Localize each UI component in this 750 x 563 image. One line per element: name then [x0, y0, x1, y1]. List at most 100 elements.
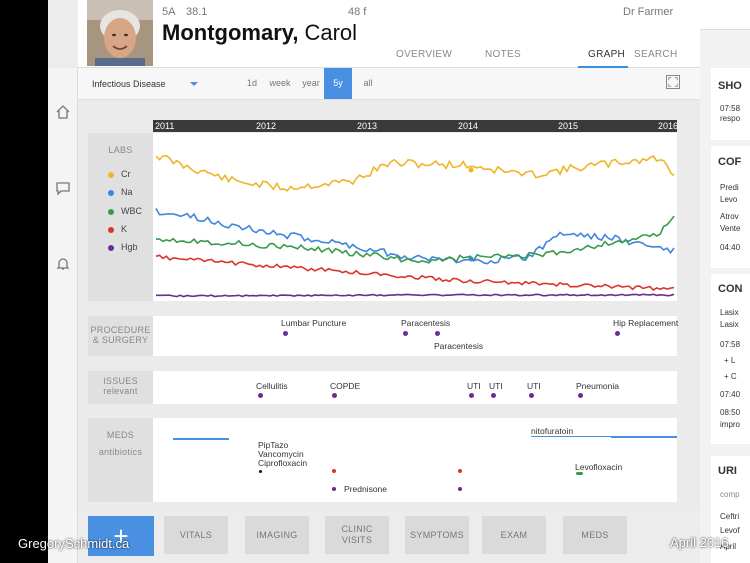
- legend-wbc[interactable]: WBC: [108, 206, 142, 216]
- issue-marker[interactable]: [258, 393, 263, 398]
- timeline-axis: 2011 2012 2013 2014 2015 2016: [153, 120, 678, 132]
- cr-trend-line[interactable]: [155, 154, 675, 192]
- med-marker[interactable]: [259, 470, 262, 473]
- summary-card[interactable]: [711, 146, 750, 268]
- med-marker[interactable]: [458, 487, 462, 491]
- summary-card[interactable]: [711, 68, 750, 140]
- tab-notes[interactable]: NOTES: [485, 49, 521, 60]
- issues-subtitle: relevant: [103, 386, 138, 396]
- legend-hgb[interactable]: Hgb: [108, 242, 138, 252]
- procedure-label-panel: PROCEDURE & SURGERY: [88, 316, 153, 356]
- tab-overview[interactable]: OVERVIEW: [396, 49, 453, 60]
- card-line: 07:58: [720, 104, 741, 113]
- issue-marker[interactable]: [578, 393, 583, 398]
- tab-clinic-visits-line1: CLINIC: [341, 524, 373, 534]
- procedure-marker[interactable]: [283, 331, 288, 336]
- issues-label-panel: ISSUES relevant: [88, 371, 153, 404]
- issue-label: Cellulitis: [256, 381, 288, 391]
- labs-chart[interactable]: [153, 133, 677, 301]
- med-label: Vancomycin: [258, 449, 304, 459]
- home-icon[interactable]: [55, 104, 71, 120]
- year-label: 2011: [155, 121, 175, 131]
- card-line: Ceftri: [720, 512, 740, 521]
- tab-search[interactable]: SEARCH: [634, 49, 678, 60]
- tab-clinic-visits-line2: VISITS: [341, 535, 373, 545]
- summary-card[interactable]: [711, 274, 750, 444]
- card-line: + C: [724, 372, 737, 381]
- card-line: Levof: [720, 526, 740, 535]
- card-line: April: [720, 542, 737, 551]
- range-year[interactable]: year: [302, 78, 320, 88]
- tab-vitals[interactable]: VITALS: [164, 516, 228, 554]
- procedure-marker[interactable]: [615, 331, 620, 336]
- issue-marker[interactable]: [332, 393, 337, 398]
- tab-graph[interactable]: GRAPH: [588, 49, 626, 60]
- patient-header: 5A 38.1 48 f Dr Farmer Montgomary, Carol …: [78, 0, 700, 68]
- med-label: Prednisone: [344, 484, 388, 494]
- issues-title: ISSUES: [103, 376, 138, 386]
- meds-plot: PipTazo Vancomycin Ciprofloxacin Prednis…: [153, 418, 677, 502]
- med-duration-bar[interactable]: [173, 438, 229, 440]
- procedure-label: Lumbar Puncture: [281, 318, 347, 328]
- card-line: 08:50: [720, 408, 741, 417]
- med-duration-bar[interactable]: [611, 436, 677, 438]
- med-marker[interactable]: [576, 472, 583, 475]
- issue-marker[interactable]: [469, 393, 474, 398]
- left-rail: [48, 68, 78, 563]
- lab-highlight-point[interactable]: [468, 167, 474, 173]
- range-5y[interactable]: 5y: [324, 68, 352, 99]
- med-label: nitofuratoin: [531, 426, 574, 436]
- summary-card[interactable]: [711, 456, 750, 563]
- range-week[interactable]: week: [269, 78, 291, 88]
- doctor-name: Dr Farmer: [623, 6, 674, 18]
- na-trend-line[interactable]: [155, 208, 675, 265]
- issue-label: UTI: [467, 381, 481, 391]
- med-marker[interactable]: [332, 487, 336, 491]
- med-label: Ciprofloxacin: [258, 458, 308, 468]
- wbc-trend-line[interactable]: [156, 215, 675, 264]
- add-button[interactable]: +: [88, 516, 154, 556]
- tab-clinic-visits[interactable]: CLINIC VISITS: [325, 516, 389, 554]
- credit-text: GregorySchmidt.ca: [18, 536, 130, 551]
- hgb-trend-line[interactable]: [156, 293, 675, 298]
- card-line: 04:40: [720, 243, 741, 252]
- card-line: Atrov: [720, 212, 739, 221]
- med-marker[interactable]: [332, 469, 336, 473]
- meds-title: MEDS: [106, 430, 135, 440]
- chat-icon[interactable]: [55, 180, 71, 196]
- tab-symptoms[interactable]: SYMPTOMS: [405, 516, 469, 554]
- card-title: COF: [718, 156, 742, 168]
- issue-marker[interactable]: [529, 393, 534, 398]
- card-title: CON: [718, 283, 743, 295]
- tab-exam[interactable]: EXAM: [482, 516, 546, 554]
- tab-imaging[interactable]: IMAGING: [245, 516, 309, 554]
- labs-plot[interactable]: [153, 133, 677, 301]
- procedure-marker[interactable]: [403, 331, 408, 336]
- range-1d[interactable]: 1d: [246, 78, 257, 88]
- bell-icon[interactable]: [55, 256, 71, 272]
- issues-plot: Cellulitis COPDE UTI UTI UTI Pneumonia: [153, 371, 677, 404]
- card-line: 07:58: [720, 340, 741, 349]
- k-trend-line[interactable]: [155, 254, 675, 292]
- date-caption: April 2016: [670, 535, 729, 550]
- med-marker[interactable]: [458, 469, 462, 473]
- graph-controls: Infectious Disease 1d week year 5y all: [78, 68, 700, 100]
- chevron-down-icon[interactable]: [190, 82, 198, 86]
- year-label: 2012: [256, 121, 277, 131]
- legend-na[interactable]: Na: [108, 187, 133, 197]
- range-all[interactable]: all: [363, 78, 373, 88]
- expand-icon[interactable]: [666, 75, 680, 89]
- procedure-marker[interactable]: [435, 331, 440, 336]
- right-side-panel: SHO 07:58 respo COF Predi Levo Atrov Ven…: [700, 0, 750, 563]
- procedure-label: Hip Replacement: [613, 318, 679, 328]
- department-select[interactable]: Infectious Disease: [92, 79, 166, 89]
- tab-meds[interactable]: MEDS: [563, 516, 627, 554]
- procedure-label: Paracentesis: [401, 318, 451, 328]
- legend-cr[interactable]: Cr: [108, 169, 131, 179]
- lab-highlight-point[interactable]: [468, 256, 474, 262]
- app-window: 5A 38.1 48 f Dr Farmer Montgomary, Carol …: [48, 0, 700, 563]
- patient-name: Montgomary, Carol: [162, 20, 357, 46]
- issue-marker[interactable]: [491, 393, 496, 398]
- med-duration-bar[interactable]: [531, 436, 677, 437]
- legend-k[interactable]: K: [108, 224, 127, 234]
